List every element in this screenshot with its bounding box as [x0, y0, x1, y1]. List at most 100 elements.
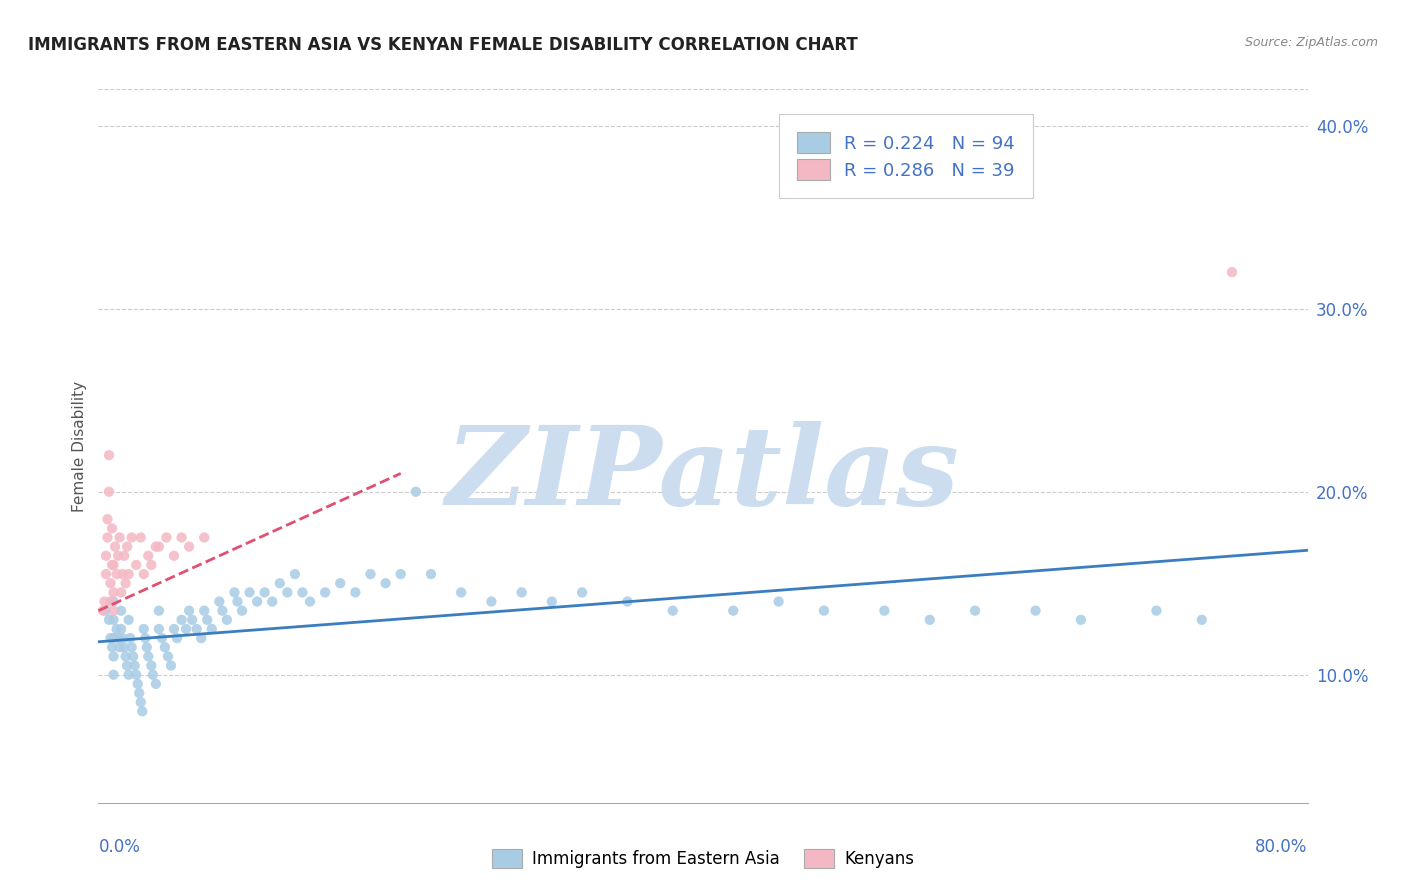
Point — [284, 567, 307, 582]
Point — [114, 576, 136, 591]
Point — [114, 649, 136, 664]
Point — [405, 484, 427, 499]
Point — [1024, 604, 1046, 618]
Point — [155, 531, 177, 545]
Point — [163, 549, 186, 563]
Point — [481, 594, 503, 608]
Point — [94, 567, 117, 582]
Text: IMMIGRANTS FROM EASTERN ASIA VS KENYAN FEMALE DISABILITY CORRELATION CHART: IMMIGRANTS FROM EASTERN ASIA VS KENYAN F… — [28, 36, 858, 54]
Point — [156, 649, 179, 664]
Point — [450, 585, 472, 599]
Point — [224, 585, 246, 599]
Point — [100, 576, 122, 591]
Point — [141, 658, 163, 673]
Point — [166, 631, 188, 645]
Point — [141, 558, 163, 572]
Point — [105, 567, 128, 582]
Point — [134, 631, 156, 645]
Point — [813, 604, 835, 618]
Point — [190, 631, 212, 645]
Point — [122, 649, 145, 664]
Point — [239, 585, 262, 599]
Point — [215, 613, 238, 627]
Point — [110, 604, 132, 618]
Point — [419, 567, 441, 582]
Point — [98, 613, 121, 627]
Point — [110, 622, 132, 636]
Point — [186, 622, 208, 636]
Point — [150, 631, 173, 645]
Point — [145, 677, 167, 691]
Point — [101, 521, 124, 535]
Point — [125, 558, 148, 572]
Point — [135, 640, 157, 655]
Point — [103, 604, 125, 618]
Point — [721, 604, 744, 618]
Point — [103, 649, 125, 664]
Point — [344, 585, 367, 599]
Point — [1070, 613, 1092, 627]
Point — [299, 594, 322, 608]
Point — [148, 540, 170, 554]
Point — [111, 631, 134, 645]
Point — [193, 604, 215, 618]
Point — [105, 622, 128, 636]
Point — [96, 531, 118, 545]
Point — [314, 585, 336, 599]
Point — [101, 640, 124, 655]
Point — [111, 567, 134, 582]
Point — [136, 549, 159, 563]
Point — [110, 585, 132, 599]
Point — [127, 677, 149, 691]
Point — [94, 549, 117, 563]
Point — [389, 567, 412, 582]
Point — [873, 604, 896, 618]
Point — [329, 576, 352, 591]
Point — [103, 594, 125, 608]
Point — [226, 594, 249, 608]
Legend: Immigrants from Eastern Asia, Kenyans: Immigrants from Eastern Asia, Kenyans — [485, 842, 921, 875]
Point — [107, 631, 129, 645]
Point — [98, 448, 121, 462]
Point — [269, 576, 291, 591]
Point — [262, 594, 284, 608]
Point — [616, 594, 638, 608]
Point — [148, 604, 170, 618]
Point — [181, 613, 204, 627]
Point — [129, 695, 152, 709]
Point — [94, 604, 117, 618]
Legend: R = 0.224   N = 94, R = 0.286   N = 39: R = 0.224 N = 94, R = 0.286 N = 39 — [785, 120, 1028, 193]
Point — [211, 604, 233, 618]
Text: 80.0%: 80.0% — [1256, 838, 1308, 855]
Point — [374, 576, 396, 591]
Point — [100, 631, 122, 645]
Point — [103, 585, 125, 599]
Point — [170, 613, 193, 627]
Point — [276, 585, 298, 599]
Point — [120, 631, 142, 645]
Point — [118, 667, 141, 681]
Point — [98, 484, 121, 499]
Text: ZIPatlas: ZIPatlas — [446, 421, 960, 528]
Point — [170, 531, 193, 545]
Point — [253, 585, 276, 599]
Point — [101, 558, 124, 572]
Point — [103, 631, 125, 645]
Point — [201, 622, 224, 636]
Point — [1191, 613, 1213, 627]
Point — [103, 667, 125, 681]
Point — [129, 531, 152, 545]
Point — [965, 604, 987, 618]
Point — [148, 622, 170, 636]
Point — [768, 594, 790, 608]
Point — [174, 622, 197, 636]
Point — [124, 658, 146, 673]
Point — [136, 649, 159, 664]
Point — [103, 613, 125, 627]
Point — [91, 604, 114, 618]
Point — [145, 540, 167, 554]
Point — [142, 667, 165, 681]
Point — [108, 531, 131, 545]
Point — [1144, 604, 1167, 618]
Point — [540, 594, 562, 608]
